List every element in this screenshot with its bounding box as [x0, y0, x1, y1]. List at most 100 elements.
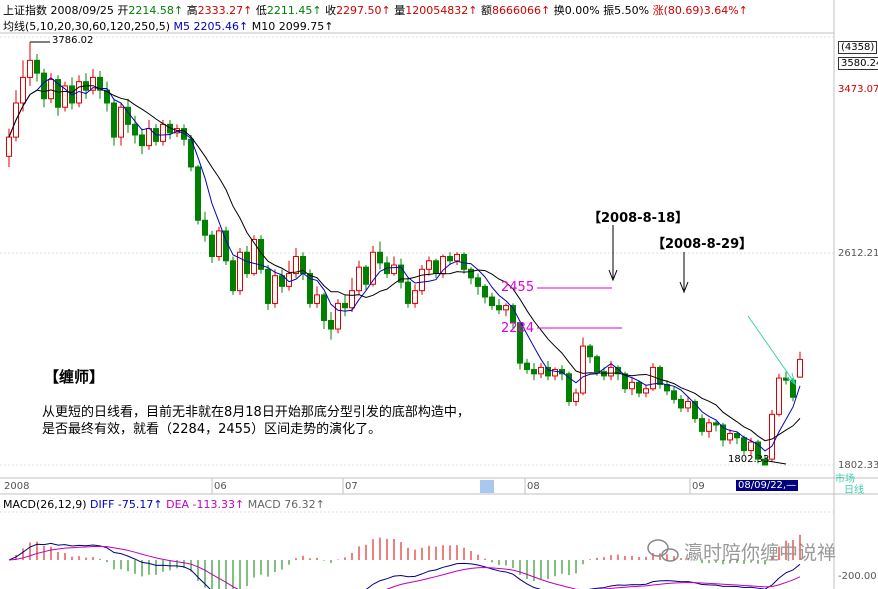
candle-body — [230, 260, 236, 292]
candle-body — [237, 251, 243, 292]
low-leader — [767, 460, 787, 465]
candle-body — [643, 388, 649, 394]
candle-body — [62, 85, 68, 108]
time-label-08: 08 — [527, 481, 540, 492]
volume-value: 120054832↑ — [405, 4, 478, 17]
candle-body — [111, 102, 117, 138]
candle-body — [657, 366, 663, 385]
candle-body — [314, 294, 320, 304]
candle-body — [293, 256, 299, 275]
candle-body — [580, 345, 586, 394]
candle-body — [426, 260, 432, 270]
time-label-06: 06 — [214, 481, 227, 492]
scroll-thumb[interactable] — [480, 480, 494, 493]
candle-body — [272, 275, 278, 304]
candle-body — [510, 305, 516, 324]
candle-body — [132, 123, 138, 136]
macd-value-legend: MACD 76.32↑ — [247, 498, 325, 511]
tab-daily[interactable]: 日线 — [844, 485, 864, 496]
candle-body — [181, 128, 187, 140]
candle-body — [503, 305, 509, 311]
candle-body — [209, 234, 215, 258]
candle-body — [195, 166, 201, 221]
candle-body — [685, 401, 691, 409]
candle-body — [573, 392, 579, 403]
candle-body — [594, 356, 600, 373]
amplitude-value: 5.50% — [614, 4, 650, 17]
candle-body — [524, 362, 530, 371]
candle-body — [531, 369, 537, 375]
candle-body — [104, 89, 110, 104]
candle-body — [377, 251, 383, 264]
candle-body — [720, 424, 726, 441]
candle-body — [391, 264, 397, 275]
stock-code-box: (4358) — [838, 41, 878, 54]
price-box-top: 3580.24 — [838, 57, 878, 70]
turnover-label: 换 — [553, 4, 565, 17]
candle-body — [755, 441, 761, 460]
candle-body — [461, 253, 467, 270]
note-line-1: 从更短的日线看，目前无非就在8月18日开始那底分型引发的底部构造中， — [42, 405, 470, 420]
author-label: 【缠师】 — [44, 368, 105, 386]
candle-body — [356, 266, 362, 292]
candle-body — [342, 302, 348, 309]
open-value: 2214.58↑ — [128, 4, 184, 17]
ma10-line — [8, 85, 801, 442]
ma-legend: 均线(5,10,20,30,60,120,250,5) M5 2205.46↑ … — [3, 20, 333, 33]
candle-body — [34, 59, 40, 74]
diff-legend: DIFF -75.17↑ — [90, 498, 163, 511]
candle-body — [90, 76, 96, 91]
candle-body — [692, 401, 698, 420]
candle-body — [27, 59, 33, 78]
high-mark-label: 3786.02 — [52, 35, 94, 46]
volume-label: 量 — [394, 4, 406, 17]
candle-body — [405, 281, 411, 304]
low-value: 2211.45↑ — [266, 4, 322, 17]
time-axis — [211, 478, 691, 494]
level-2284-label: 2284 — [501, 321, 535, 336]
candle-body — [20, 76, 26, 104]
low-label: 低 — [255, 4, 267, 17]
ma5-line — [8, 77, 801, 452]
tab-market[interactable]: 市场 — [835, 474, 855, 485]
candle-body — [552, 369, 558, 377]
candle-body — [433, 260, 439, 275]
trend-arrow-head — [785, 372, 796, 386]
candle-body — [797, 358, 803, 378]
macd-tick-200: -200.00 — [838, 571, 877, 582]
candle-body — [447, 256, 453, 262]
ma10-legend: M10 2099.75↑ — [251, 20, 334, 33]
price-tick-1802: 1802.33 — [838, 460, 878, 471]
arrow-818-head — [608, 269, 618, 282]
candle-body — [762, 458, 768, 466]
annotation-arrows — [30, 41, 796, 465]
close-label: 收 — [325, 4, 337, 17]
candle-body — [251, 238, 257, 275]
candle-body — [587, 345, 593, 358]
turnover-value: 0.00% — [564, 4, 600, 17]
candle-body — [139, 134, 145, 147]
candle-body — [419, 268, 425, 292]
candle-body — [398, 264, 404, 283]
candle-body — [601, 371, 607, 377]
candle-body — [622, 373, 628, 390]
candle-body — [706, 422, 712, 432]
low-mark-label: 1802.33 — [728, 454, 770, 465]
trend-arrow-shaft — [747, 315, 795, 383]
macd-histogram — [15, 534, 801, 589]
candle-body — [615, 366, 621, 375]
wechat-icon — [647, 539, 679, 562]
candle-body — [454, 253, 460, 262]
level-2455-label: 2455 — [501, 280, 535, 295]
candle-body — [517, 322, 523, 364]
candle-body — [146, 128, 152, 147]
time-label-2008: 2008 — [4, 481, 30, 492]
candle-body — [48, 79, 54, 100]
candle-body — [629, 381, 635, 390]
candle-body — [650, 366, 656, 390]
time-label-09: 09 — [692, 481, 705, 492]
note-line-2: 是否最终有效，就看（2284，2455）区间走势的演化了。 — [42, 422, 382, 437]
candle-body — [482, 285, 488, 298]
watermark-text: 瀛时陪你缠中说禅 — [684, 542, 837, 564]
candle-body — [160, 123, 166, 142]
